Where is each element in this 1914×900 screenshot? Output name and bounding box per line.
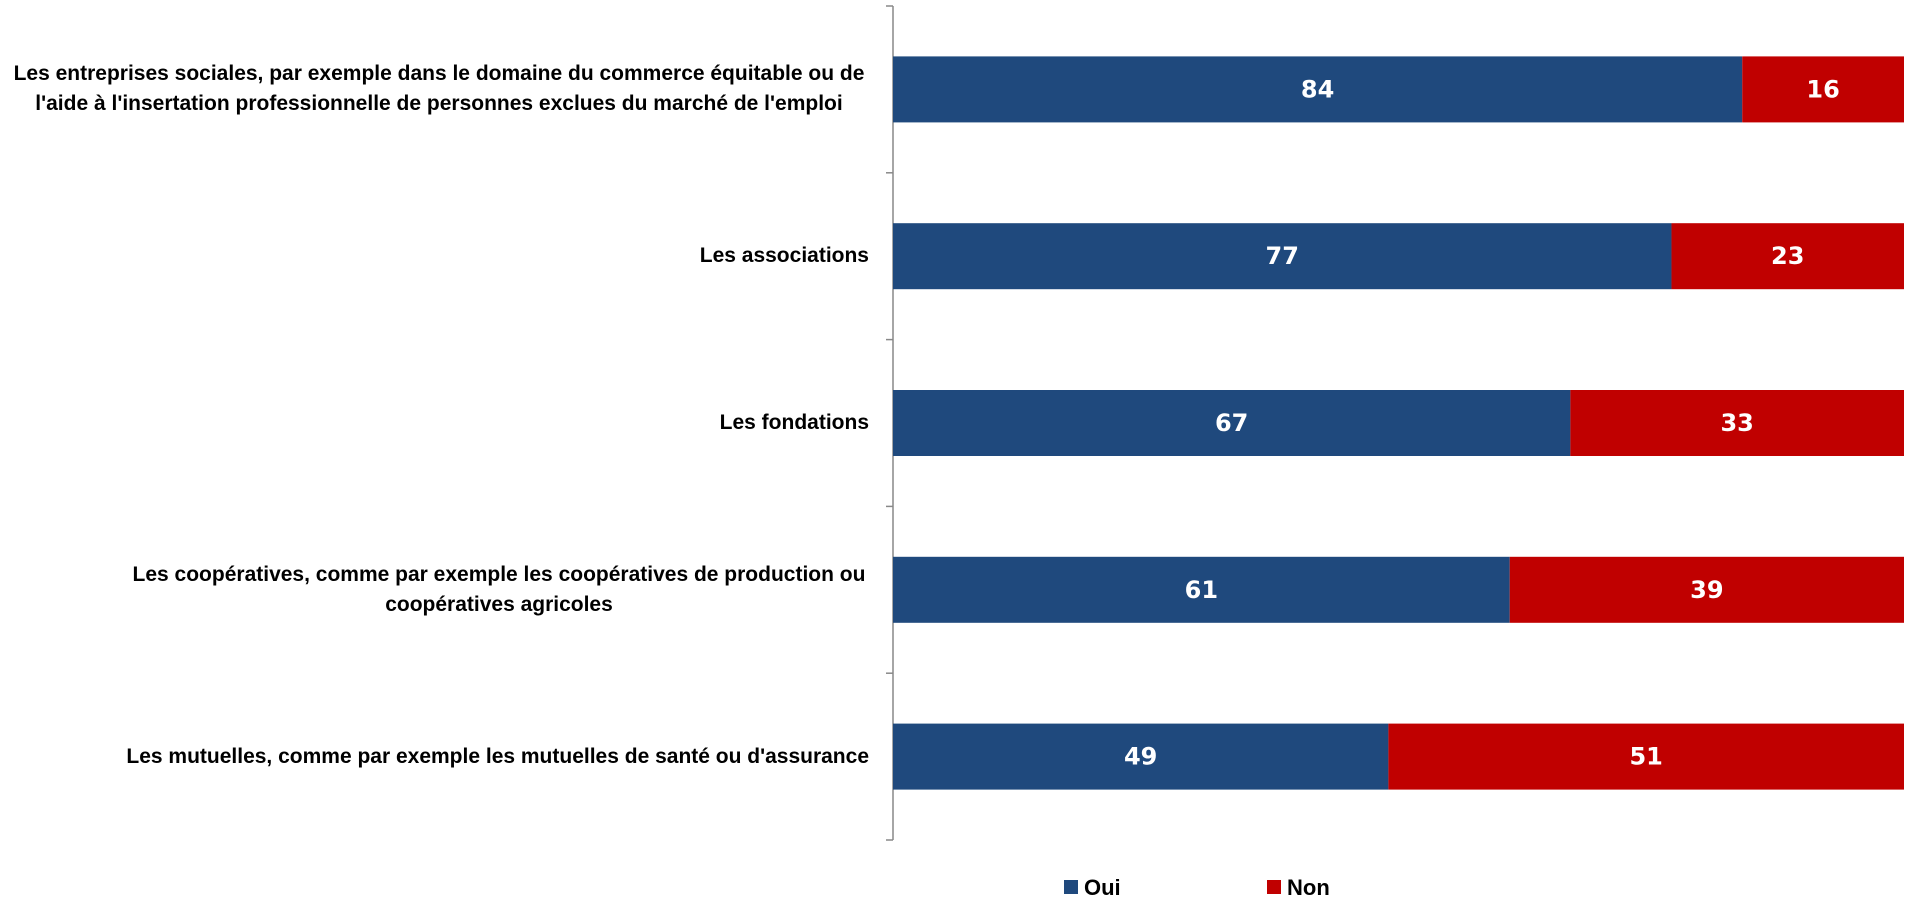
data-label: 33 [1720,409,1753,437]
bar-segment [893,56,1743,123]
legend-item: Non [1267,875,1330,900]
category-label: Les coopératives, comme par exemple les … [132,562,866,616]
category-label-box: Les fondations [720,363,869,483]
bar-segment [893,390,1571,456]
data-label: 84 [1301,75,1334,103]
data-label: 51 [1629,743,1662,771]
category-label: Les mutuelles, comme par exemple les mut… [126,744,869,768]
bar-segment [1509,556,1904,623]
bar-segment [893,723,1389,790]
data-label: 39 [1690,576,1723,604]
category-label-box: Les entreprises sociales, par exemple da… [9,29,869,149]
legend-swatch [1267,880,1281,894]
bar-segment [893,223,1672,290]
category-label-box: Les mutuelles, comme par exemple les mut… [126,697,869,817]
bar-segment [1742,56,1904,123]
legend-swatch [1064,880,1078,894]
bar-segment [893,556,1510,623]
data-label: 16 [1806,75,1839,103]
bar-segment [1671,223,1904,290]
legend-label: Oui [1084,875,1121,900]
category-label-box: Les associations [700,196,869,316]
data-label: 77 [1266,242,1299,270]
category-label-box: Les coopératives, comme par exemple les … [129,530,869,650]
category-label: Les associations [699,244,869,268]
legend-label: Non [1287,875,1330,900]
data-label: 49 [1124,743,1157,771]
bar-segment [1388,723,1904,790]
category-label: Les fondations [719,411,869,434]
data-label: 61 [1185,576,1218,604]
data-label: 67 [1215,409,1248,437]
legend-item: Oui [1064,875,1121,900]
bar-segment [1570,390,1904,456]
data-label: 23 [1771,242,1804,270]
category-label: Les entreprises sociales, par exemple da… [13,62,865,116]
